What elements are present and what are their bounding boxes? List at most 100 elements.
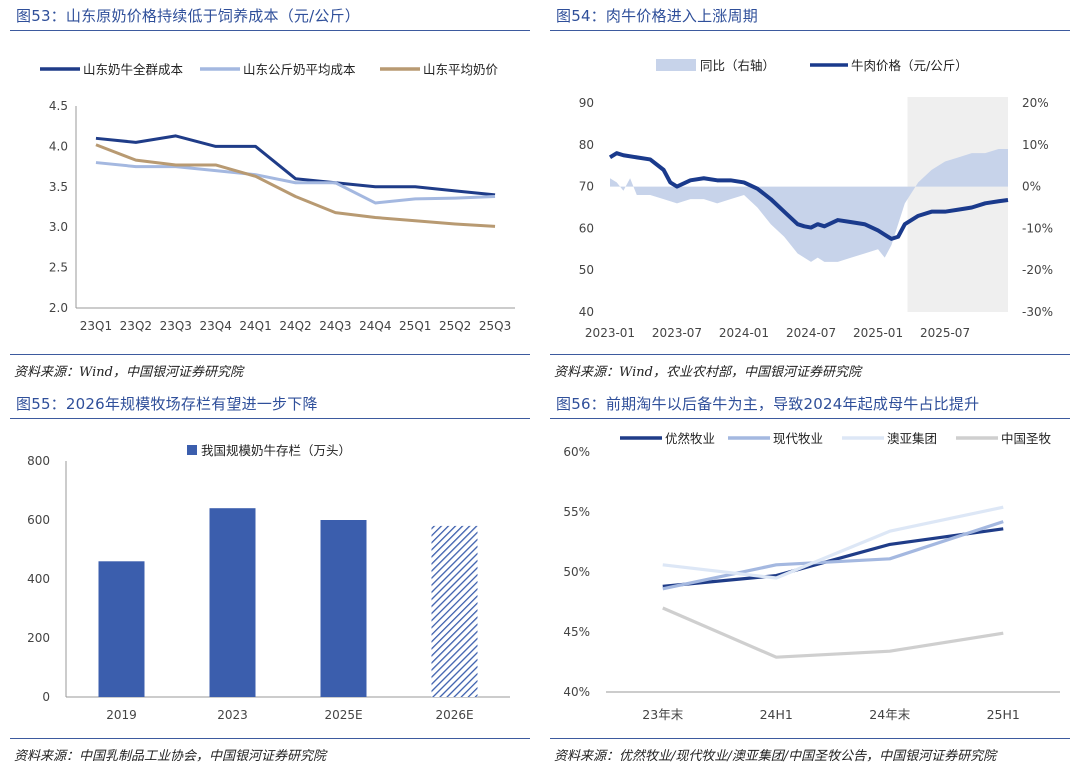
series-line bbox=[95, 134, 496, 197]
series-line bbox=[662, 527, 1004, 588]
chart-panel-53: 图53：山东原奶价格持续低于饲养成本（元/公斤） 2.0 2.5 3.0 3.5 4.0… bbox=[10, 0, 530, 385]
chart-panel-56: 图56：前期淘牛以后备牛为主，导致2024年起成母牛占比提升 40% 45% 50%… bbox=[550, 388, 1070, 778]
source-note: 资料来源：Wind，中国银河证券研究院 bbox=[10, 354, 530, 383]
bar bbox=[98, 561, 145, 697]
x-tick-label: 2023 bbox=[217, 708, 248, 722]
source-text: 资料来源：中国乳制品工业协会，中国银河证券研究院 bbox=[14, 749, 327, 764]
x-tick-label: 2019 bbox=[106, 708, 137, 722]
chart-area: 40 50 60 70 80 90 -30% -20% -10% 0% 10% 20% 2023-01 2… bbox=[550, 31, 1070, 353]
x-tick-label: 2025E bbox=[324, 708, 362, 722]
source-note: 资料来源：Wind，农业农村部，中国银河证券研究院 bbox=[550, 354, 1070, 383]
legend-swatch bbox=[187, 445, 197, 455]
x-tick-label: 2025-01 bbox=[853, 326, 903, 340]
y2-tick-label: -10% bbox=[1022, 221, 1053, 235]
source-text: 资料来源：Wind，中国银河证券研究院 bbox=[14, 365, 243, 380]
chart-title-bar: 图56：前期淘牛以后备牛为主，导致2024年起成母牛占比提升 bbox=[550, 388, 1070, 419]
yoy-area bbox=[610, 148, 1008, 262]
series-line bbox=[662, 505, 1004, 580]
highlight-region bbox=[907, 97, 1008, 312]
line-chart-milk-cost: 2.0 2.5 3.0 3.5 4.0 4.5 23Q1 23Q2 23Q3 23Q4 24Q1 24… bbox=[40, 62, 515, 333]
bar bbox=[431, 525, 478, 697]
source-note: 资料来源：中国乳制品工业协会，中国银河证券研究院 bbox=[10, 738, 530, 767]
x-tick-label: 2025-07 bbox=[920, 326, 970, 340]
x-tick-label: 25Q1 bbox=[399, 319, 431, 333]
legend-label: 山东平均奶价 bbox=[423, 62, 499, 77]
y2-tick-label: 10% bbox=[1022, 138, 1049, 152]
y-tick-label: 3.0 bbox=[49, 220, 68, 234]
source-note: 资料来源：优然牧业/现代牧业/澳亚集团/中国圣牧公告，中国银河证券研究院 bbox=[550, 738, 1070, 767]
source-text: 资料来源：优然牧业/现代牧业/澳亚集团/中国圣牧公告，中国银河证券研究院 bbox=[554, 749, 997, 764]
source-text: 资料来源：Wind，农业农村部，中国银河证券研究院 bbox=[554, 365, 861, 380]
x-tick-label: 2024-07 bbox=[786, 326, 836, 340]
line-chart-beef-price: 40 50 60 70 80 90 -30% -20% -10% 0% 10% 20% 2023-01 2… bbox=[579, 58, 1053, 340]
chart-panel-55: 图55：2026年规模牧场存栏有望进一步下降 0 200 400 600 800 2019… bbox=[10, 388, 530, 778]
y2-tick-label: 0% bbox=[1022, 180, 1041, 194]
x-tick-label: 24Q4 bbox=[359, 319, 391, 333]
chart-title-bar: 图53：山东原奶价格持续低于饲养成本（元/公斤） bbox=[10, 0, 530, 31]
bar bbox=[209, 508, 256, 697]
bar bbox=[320, 520, 367, 697]
chart-title-bar: 图54：肉牛价格进入上涨周期 bbox=[550, 0, 1070, 31]
chart-title-bar: 图55：2026年规模牧场存栏有望进一步下降 bbox=[10, 388, 530, 419]
x-tick-label: 25Q3 bbox=[479, 319, 511, 333]
y-tick-label: 50% bbox=[563, 565, 590, 579]
y-tick-label: 60% bbox=[563, 445, 590, 459]
x-tick-label: 23Q2 bbox=[120, 319, 152, 333]
bar-chart-herd-size: 0 200 400 600 800 2019 2023 2025E 2026E 我国规模奶牛存栏（… bbox=[27, 443, 510, 722]
chart-title: 图53：山东原奶价格持续低于饲养成本（元/公斤） bbox=[16, 7, 360, 25]
y-tick-label: 400 bbox=[27, 572, 50, 586]
legend-label: 现代牧业 bbox=[773, 431, 823, 446]
y-tick-label: 800 bbox=[27, 454, 50, 468]
x-tick-label: 2024-01 bbox=[719, 326, 769, 340]
x-tick-label: 23年末 bbox=[642, 707, 683, 722]
y-tick-label: 3.5 bbox=[49, 180, 68, 194]
x-tick-label: 23Q1 bbox=[80, 319, 112, 333]
y-tick-label: 200 bbox=[27, 631, 50, 645]
chart-area: 0 200 400 600 800 2019 2023 2025E 2026E 我国规模奶牛存栏（… bbox=[10, 419, 530, 737]
x-tick-label: 24年末 bbox=[869, 707, 910, 722]
x-tick-label: 24H1 bbox=[760, 707, 793, 722]
legend-label: 山东公斤奶平均成本 bbox=[243, 62, 356, 77]
y-tick-label: 60 bbox=[579, 221, 594, 235]
x-tick-label: 2023-01 bbox=[585, 326, 635, 340]
y-tick-label: 70 bbox=[579, 180, 594, 194]
x-tick-label: 23Q3 bbox=[160, 319, 192, 333]
legend-label: 澳亚集团 bbox=[887, 431, 937, 446]
chart-title: 图55：2026年规模牧场存栏有望进一步下降 bbox=[16, 395, 318, 413]
y-tick-label: 45% bbox=[563, 625, 590, 639]
legend-label: 牛肉价格（元/公斤） bbox=[851, 58, 968, 73]
x-tick-label: 24Q1 bbox=[239, 319, 271, 333]
legend-label: 优然牧业 bbox=[665, 431, 715, 446]
chart-panel-54: 图54：肉牛价格进入上涨周期 40 50 60 70 80 90 -30% -20% -10% 0… bbox=[550, 0, 1070, 385]
legend-label: 山东奶牛全群成本 bbox=[83, 62, 184, 77]
legend-label: 同比（右轴） bbox=[700, 58, 775, 73]
y-tick-label: 0 bbox=[42, 690, 50, 704]
beef-price-line bbox=[608, 151, 1009, 241]
y-tick-label: 50 bbox=[579, 263, 594, 277]
y-tick-label: 55% bbox=[563, 505, 590, 519]
y2-tick-label: -30% bbox=[1022, 305, 1053, 319]
y-tick-label: 4.5 bbox=[49, 99, 68, 113]
x-tick-label: 2026E bbox=[435, 708, 473, 722]
y-tick-label: 80 bbox=[579, 138, 594, 152]
x-tick-label: 25Q2 bbox=[439, 319, 471, 333]
y-tick-label: 2.0 bbox=[49, 301, 68, 315]
x-tick-label: 23Q4 bbox=[200, 319, 232, 333]
chart-area: 40% 45% 50% 55% 60% 23年末 24H1 24年末 25H1 优然牧业 现代牧业 澳… bbox=[550, 419, 1070, 737]
y2-tick-label: -20% bbox=[1022, 263, 1053, 277]
y-tick-label: 90 bbox=[579, 96, 594, 110]
y-tick-label: 2.5 bbox=[49, 261, 68, 275]
legend-label: 中国圣牧 bbox=[1001, 431, 1052, 446]
legend-label: 我国规模奶牛存栏（万头） bbox=[201, 443, 351, 458]
series-line bbox=[662, 606, 1004, 659]
x-tick-label: 2023-07 bbox=[652, 326, 702, 340]
x-tick-label: 24Q3 bbox=[319, 319, 351, 333]
chart-title: 图56：前期淘牛以后备牛为主，导致2024年起成母牛占比提升 bbox=[556, 395, 980, 413]
legend-swatch bbox=[656, 59, 696, 71]
x-tick-label: 24Q2 bbox=[279, 319, 311, 333]
series-line bbox=[95, 143, 496, 228]
series-line bbox=[95, 161, 496, 205]
line-chart-cow-ratio: 40% 45% 50% 55% 60% 23年末 24H1 24年末 25H1 优然牧业 现代牧业 澳… bbox=[563, 431, 1060, 722]
chart-area: 2.0 2.5 3.0 3.5 4.0 4.5 23Q1 23Q2 23Q3 23Q4 24Q1 24… bbox=[10, 31, 530, 353]
y2-tick-label: 20% bbox=[1022, 96, 1049, 110]
